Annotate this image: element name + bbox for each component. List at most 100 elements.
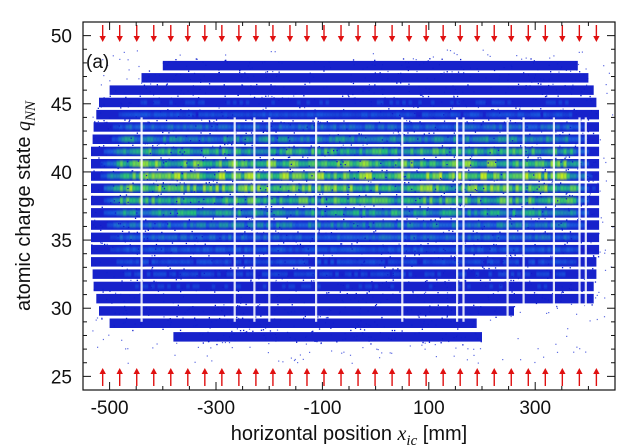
band-segment (209, 247, 213, 252)
band-segment (307, 284, 312, 289)
band-speckle (410, 309, 413, 311)
band-segment (157, 124, 162, 130)
band-speckle (492, 271, 495, 273)
noise-point (549, 57, 551, 59)
noise-point (487, 256, 489, 258)
band-speckle (566, 192, 568, 194)
band-speckle (460, 182, 462, 185)
band-speckle (354, 154, 356, 156)
band-speckle (248, 320, 251, 322)
noise-point (546, 312, 548, 314)
band-segment (173, 124, 177, 130)
band-segment (292, 197, 296, 204)
noise-point (370, 181, 372, 183)
band-speckle (324, 155, 326, 157)
noise-point (130, 279, 132, 281)
noise-point (224, 341, 226, 344)
band-speckle (319, 193, 321, 196)
band-speckle (456, 95, 459, 98)
marker-top-head (218, 36, 226, 42)
band-segment (483, 209, 488, 216)
band-segment (480, 148, 484, 155)
band-speckle (452, 230, 454, 232)
band-segment (204, 112, 209, 117)
noise-point (473, 119, 475, 121)
band-speckle (323, 171, 325, 173)
band-segment (285, 222, 290, 228)
band-segment (145, 210, 149, 216)
band-segment (374, 124, 379, 130)
band-segment (544, 197, 548, 204)
band-segment (158, 148, 162, 155)
band-speckle (222, 310, 224, 312)
band-speckle (113, 185, 115, 187)
band-speckle (434, 188, 437, 190)
band-segment (463, 124, 468, 130)
noise-point (258, 255, 261, 257)
band-segment (272, 247, 277, 252)
band-speckle (420, 104, 422, 106)
band-segment (525, 197, 529, 204)
band-speckle (587, 175, 589, 178)
band-segment (177, 148, 181, 155)
band-segment (244, 222, 248, 228)
band-segment (391, 197, 395, 204)
band-speckle (323, 66, 325, 68)
band-segment (172, 272, 176, 277)
band-speckle (164, 68, 166, 70)
band-segment (362, 160, 366, 168)
band-segment (515, 148, 520, 155)
band-segment (425, 124, 430, 130)
band-segment (541, 259, 545, 265)
band-segment (260, 222, 264, 228)
band-segment (116, 222, 121, 228)
charge-state-bands (91, 58, 600, 346)
band-speckle (271, 259, 273, 261)
band-speckle (495, 316, 497, 318)
band-segment (493, 148, 497, 155)
band-segment (135, 148, 140, 155)
band-segment (288, 222, 293, 228)
band-segment (412, 124, 417, 130)
band-segment (269, 222, 274, 228)
band-segment (340, 185, 344, 192)
noise-point (97, 120, 99, 123)
band-segment (565, 136, 569, 142)
band-segment (306, 136, 310, 142)
band-speckle (263, 130, 265, 133)
band-segment (119, 148, 124, 155)
band-speckle (575, 113, 577, 115)
noise-point (572, 84, 574, 86)
noise-point (608, 72, 610, 74)
noise-point (453, 95, 455, 97)
band-segment (582, 223, 587, 228)
noise-point (544, 217, 546, 220)
band-segment (464, 197, 468, 204)
band-segment (128, 112, 132, 117)
band-segment (269, 148, 274, 155)
band-segment (480, 172, 484, 180)
band-speckle (180, 291, 182, 293)
band-segment (142, 160, 146, 168)
band-segment (566, 185, 571, 192)
band-segment (544, 222, 548, 228)
band-segment (263, 148, 267, 154)
band-speckle (336, 161, 338, 163)
noise-point (227, 143, 229, 145)
band-q-45.1 (99, 95, 597, 112)
band-segment (135, 160, 140, 167)
band-segment (473, 124, 478, 130)
band-segment (186, 259, 191, 264)
band-segment (330, 173, 334, 179)
band-segment (186, 247, 191, 252)
band-segment (430, 100, 435, 105)
band-segment (199, 185, 204, 191)
band-speckle (577, 273, 579, 275)
noise-point (586, 84, 588, 86)
band-speckle (151, 266, 154, 269)
band-segment (191, 100, 196, 105)
band-speckle (347, 94, 349, 96)
band-segment (365, 222, 370, 228)
band-segment (250, 172, 255, 180)
band-speckle (208, 83, 211, 85)
